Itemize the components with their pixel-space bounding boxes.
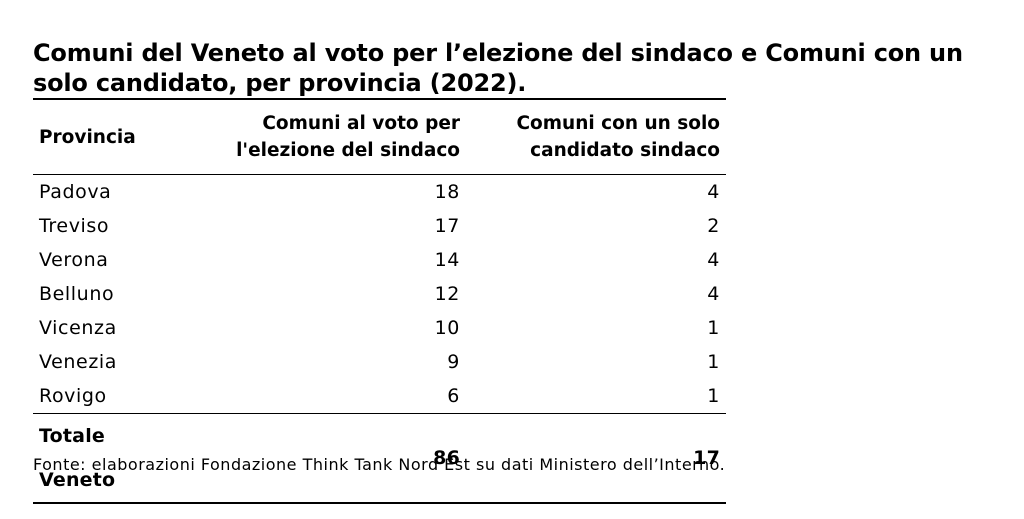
data-table-container: Provincia Comuni al voto per l'elezione … [33, 98, 726, 504]
cell-provincia: Verona [39, 249, 109, 271]
table-row: Padova 18 4 [33, 175, 726, 210]
cell-un-solo-candidato: 1 [707, 385, 720, 407]
cell-comuni-al-voto: 17 [434, 215, 460, 237]
cell-comuni-al-voto: 10 [434, 317, 460, 339]
total-label: Totale Veneto [39, 425, 116, 491]
cell-provincia: Rovigo [39, 385, 107, 407]
header-un-solo-candidato: Comuni con un solo candidato sindaco [466, 99, 726, 175]
cell-un-solo-candidato: 4 [707, 249, 720, 271]
cell-comuni-al-voto: 6 [447, 385, 460, 407]
chart-title: Comuni del Veneto al voto per l’elezione… [33, 39, 963, 97]
header-provincia: Provincia [39, 126, 136, 148]
cell-provincia: Venezia [39, 351, 118, 373]
cell-provincia: Treviso [39, 215, 110, 237]
cell-un-solo-candidato: 1 [707, 317, 720, 339]
header-comuni-al-voto-line1: Comuni al voto per [262, 113, 460, 134]
table-body: Padova 18 4 Treviso 17 2 Verona 14 4 Belluno 12 4 Vi… [33, 175, 726, 414]
header-un-solo-candidato-line2: candidato sindaco [530, 140, 720, 161]
cell-un-solo-candidato: 4 [707, 181, 720, 203]
table-row: Treviso 17 2 [33, 209, 726, 243]
total-un-solo-candidato: 17 [693, 447, 720, 469]
cell-un-solo-candidato: 2 [707, 215, 720, 237]
cell-provincia: Vicenza [39, 317, 117, 339]
header-comuni-al-voto: Comuni al voto per l'elezione del sindac… [193, 99, 466, 175]
total-comuni-al-voto: 86 [433, 447, 460, 469]
cell-provincia: Padova [39, 181, 112, 203]
cell-provincia: Belluno [39, 283, 115, 305]
cell-comuni-al-voto: 12 [434, 283, 460, 305]
table-row: Vicenza 10 1 [33, 311, 726, 345]
data-table: Provincia Comuni al voto per l'elezione … [33, 98, 726, 504]
table-row: Rovigo 6 1 [33, 379, 726, 414]
header-comuni-al-voto-line2: l'elezione del sindaco [236, 140, 460, 161]
table-row: Venezia 9 1 [33, 345, 726, 379]
total-row: Totale Veneto 86 17 [33, 413, 726, 503]
cell-un-solo-candidato: 1 [707, 351, 720, 373]
cell-comuni-al-voto: 9 [447, 351, 460, 373]
table-header-row: Provincia Comuni al voto per l'elezione … [33, 99, 726, 175]
header-un-solo-candidato-line1: Comuni con un solo [516, 113, 720, 134]
source-note: Fonte: elaborazioni Fondazione Think Tan… [33, 455, 726, 474]
cell-un-solo-candidato: 4 [707, 283, 720, 305]
table-row: Belluno 12 4 [33, 277, 726, 311]
cell-comuni-al-voto: 18 [434, 181, 460, 203]
cell-comuni-al-voto: 14 [434, 249, 460, 271]
table-row: Verona 14 4 [33, 243, 726, 277]
